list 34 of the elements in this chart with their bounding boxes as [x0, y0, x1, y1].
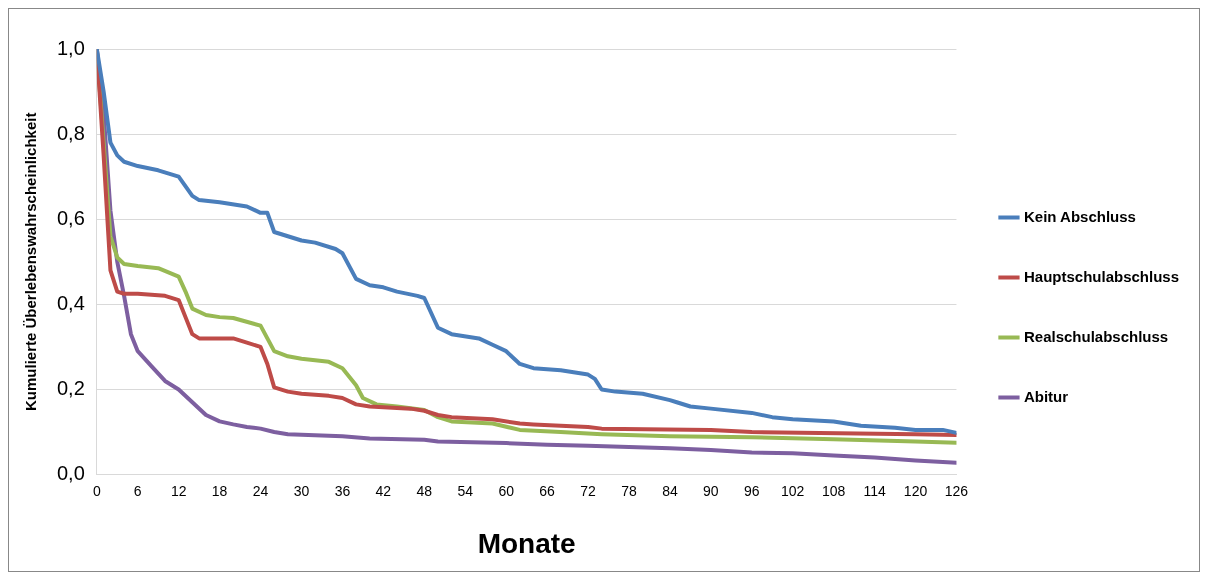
x-tick-label: 0	[92, 482, 101, 499]
x-tick-label: 108	[821, 482, 846, 499]
y-tick-label: 0,8	[56, 121, 85, 144]
x-tick-label: 114	[863, 482, 886, 499]
x-tick-label: 48	[416, 482, 433, 499]
legend-label: Hauptschulabschluss	[1023, 267, 1180, 285]
y-tick-label: 0,6	[56, 206, 85, 229]
legend-label: Abitur	[1023, 387, 1069, 405]
legend-label: Kein Abschluss	[1023, 207, 1136, 225]
x-tick-label: 12	[170, 482, 187, 499]
x-tick-label: 90	[703, 482, 719, 499]
x-tick-label: 36	[334, 482, 351, 499]
x-tick-label: 96	[743, 482, 760, 499]
x-tick-label: 72	[580, 482, 597, 499]
x-tick-label: 78	[621, 482, 637, 499]
x-tick-label: 24	[252, 482, 269, 499]
y-tick-label: 1,0	[56, 36, 85, 59]
y-tick-label: 0,2	[56, 377, 85, 399]
x-tick-label: 6	[133, 482, 142, 499]
x-tick-label: 60	[498, 482, 515, 499]
x-tick-label: 84	[662, 482, 678, 499]
legend-label: Realschulabschluss	[1023, 327, 1169, 345]
x-tick-label: 18	[211, 482, 228, 499]
x-axis-title: Monate	[477, 527, 576, 559]
y-axis-title: Kumulierte Überlebenswahrscheinlichkeit	[22, 112, 40, 412]
x-tick-label: 54	[457, 482, 474, 499]
x-tick-label: 126	[944, 482, 969, 499]
y-tick-label: 0,4	[56, 291, 85, 314]
y-tick-label: 0,0	[56, 462, 85, 485]
x-tick-label: 30	[293, 482, 310, 499]
x-tick-label: 42	[375, 482, 392, 499]
x-tick-label: 120	[903, 482, 928, 499]
x-tick-label: 102	[781, 482, 805, 499]
x-tick-label: 66	[539, 482, 556, 499]
